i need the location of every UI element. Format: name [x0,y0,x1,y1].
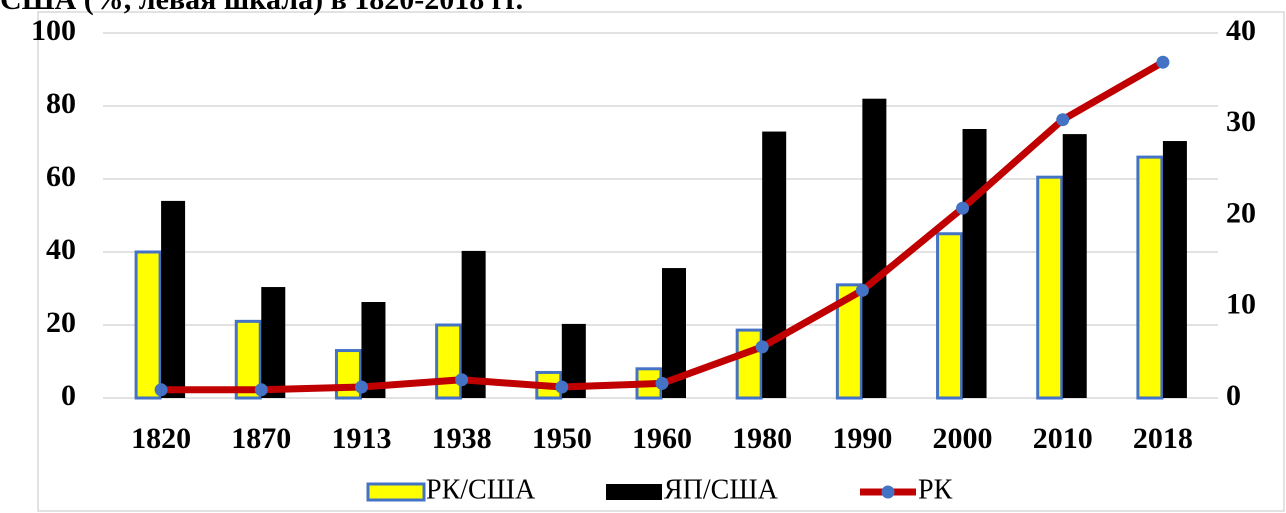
y-tick-label: 60 [46,160,76,193]
x-tick-label: 1938 [432,422,492,455]
marker [1056,113,1070,127]
marker [655,376,669,390]
bar [435,323,463,400]
y-tick-label: 0 [61,379,76,412]
x-tick-label: 1950 [532,422,592,455]
x-tick-label: 2018 [1133,422,1193,455]
bar [1136,155,1164,400]
bar [261,287,286,398]
marker [956,201,970,215]
bar [1062,134,1087,399]
legend-swatch [606,484,662,500]
x-tick-label: 1870 [231,422,291,455]
x-tick-label: 1820 [131,422,191,455]
marker [154,383,168,397]
y2-tick-label: 30 [1226,105,1256,138]
x-tick-label: 1990 [832,422,892,455]
chart-title: США (%, левая шкала) в 1820-2018 гг. [0,0,523,16]
bar [234,319,262,400]
legend-swatch [881,485,895,499]
bar [862,98,887,398]
legend-label: ЯП/США [664,474,779,505]
y2-tick-label: 40 [1226,14,1256,47]
bar [735,328,763,400]
y2-tick-label: 10 [1226,288,1256,321]
bar [161,200,186,398]
marker [555,380,569,394]
x-tick-label: 2010 [1033,422,1093,455]
bar [835,283,863,400]
marker [354,380,368,394]
y-tick-label: 20 [46,306,76,339]
marker [755,340,769,354]
marker [1156,55,1170,69]
marker [455,373,469,387]
bar [962,128,987,398]
bar [936,232,964,400]
y2-tick-label: 20 [1226,196,1256,229]
y-tick-label: 80 [46,87,76,120]
y-tick-label: 40 [46,233,76,266]
x-tick-label: 1960 [632,422,692,455]
legend-swatch [366,482,426,502]
x-tick-label: 1913 [331,422,391,455]
x-tick-label: 2000 [933,422,993,455]
y-tick-label: 100 [31,14,76,47]
x-tick-label: 1980 [732,422,792,455]
bar [762,131,787,399]
marker [254,383,268,397]
legend-label: РК/США [426,474,536,505]
marker [855,283,869,297]
bar [1036,175,1064,400]
bar [461,250,486,398]
y2-tick-label: 0 [1226,379,1241,412]
legend-label: РК [918,474,953,505]
bar [1162,141,1187,399]
bar [134,250,162,400]
